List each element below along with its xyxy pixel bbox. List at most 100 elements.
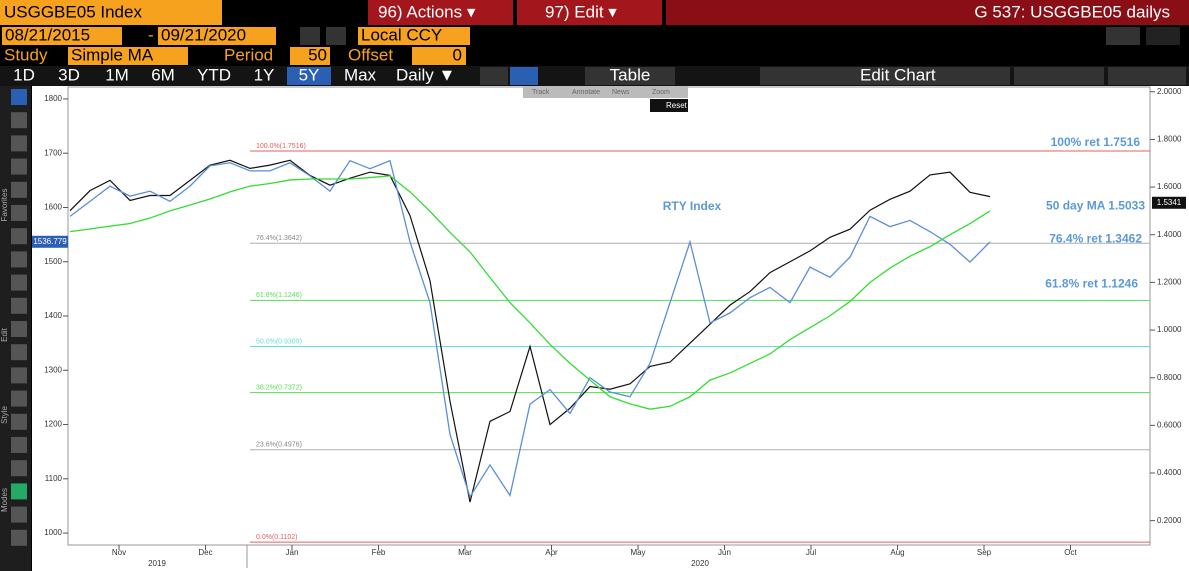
- range-label: 1D: [13, 65, 35, 84]
- reset-button[interactable]: [650, 99, 688, 112]
- tool-icon[interactable]: [11, 205, 27, 221]
- y-tick-label: 1300: [44, 365, 62, 374]
- x-tick-label: May: [630, 548, 645, 557]
- end-date-box[interactable]: [158, 27, 276, 45]
- tool-icon[interactable]: [11, 135, 27, 152]
- y-tick-label: 1100: [45, 474, 63, 483]
- range-button[interactable]: [47, 67, 91, 85]
- y2-tick-label: 2.0000: [1157, 87, 1182, 96]
- y-tick-label: 1600: [44, 203, 62, 212]
- tool-icon[interactable]: [11, 483, 27, 500]
- offset-box[interactable]: [412, 47, 466, 65]
- fib-label: 23.6%(0.4976): [256, 442, 302, 449]
- y-tick-label: 1400: [44, 311, 62, 320]
- actions-button[interactable]: [368, 0, 513, 25]
- x-tick-label: Dec: [198, 548, 212, 557]
- overlay-tool[interactable]: Zoom: [652, 89, 670, 96]
- range-button[interactable]: [338, 67, 382, 85]
- tool-icon[interactable]: [11, 506, 27, 523]
- start-date-box[interactable]: [2, 27, 122, 45]
- range-button[interactable]: [192, 67, 236, 85]
- y-tick-label: 1200: [44, 420, 62, 429]
- y2-tick-label: 1.6000: [1157, 182, 1182, 191]
- range-button[interactable]: [141, 67, 185, 85]
- overlay-tool[interactable]: News: [612, 89, 630, 96]
- tool-icon[interactable]: [11, 251, 27, 268]
- study-name: Simple MA: [71, 45, 154, 64]
- offset: 0: [453, 45, 462, 64]
- table-button[interactable]: [585, 67, 675, 85]
- overlay-tool[interactable]: Track: [532, 89, 550, 96]
- fib-label: 61.8%(1.1246): [256, 292, 302, 299]
- fib-label: 0.0%(0.1102): [256, 534, 298, 541]
- tool-icon[interactable]: [11, 321, 27, 337]
- table-label: Table: [610, 65, 651, 84]
- edit-chart-button[interactable]: [760, 67, 1010, 85]
- settings-button[interactable]: [1108, 67, 1186, 85]
- redo-button[interactable]: [1146, 27, 1180, 45]
- tool-icon[interactable]: [11, 181, 27, 198]
- y2-tick-label: 1.0000: [1157, 325, 1182, 334]
- y2-tick-label: 0.4000: [1157, 468, 1182, 477]
- year-label: 2020: [691, 559, 709, 568]
- tool-icon[interactable]: [11, 228, 27, 245]
- x-tick-label: Mar: [458, 548, 472, 557]
- overlay-tools: [523, 86, 688, 98]
- ticker: USGGBE05 Index: [4, 2, 142, 21]
- range-button[interactable]: [242, 67, 286, 85]
- title-bar: [666, 0, 1189, 25]
- prev-button[interactable]: [300, 27, 320, 45]
- side-label: Style: [0, 406, 9, 424]
- fib-label: 50.0%(0.9309): [256, 338, 302, 345]
- tool-icon[interactable]: [11, 413, 27, 430]
- range-label: 3D: [58, 65, 80, 84]
- tool-icon[interactable]: [11, 367, 27, 384]
- annotation: 76.4% ret 1.3462: [1049, 232, 1142, 246]
- range-label: 1M: [105, 65, 129, 84]
- last-value-tag: [1152, 196, 1186, 209]
- plot-area: [67, 86, 1151, 546]
- currency-box[interactable]: [358, 27, 470, 45]
- tool-icon[interactable]: [11, 89, 27, 105]
- x-tick-label: Aug: [890, 548, 904, 557]
- last-price-label: 1536.779: [33, 237, 67, 246]
- edit-button[interactable]: [517, 0, 662, 25]
- y2-tick-label: 1.4000: [1157, 230, 1182, 239]
- annotation: 61.8% ret 1.1246: [1045, 277, 1138, 291]
- tool-icon[interactable]: [11, 529, 27, 546]
- tool-icon[interactable]: [11, 460, 27, 477]
- x-tick-label: Jun: [718, 548, 731, 557]
- tool-icon[interactable]: [11, 344, 27, 361]
- tool-icon[interactable]: [11, 274, 27, 291]
- x-tick-label: Apr: [545, 548, 558, 557]
- side-label: Favorites: [0, 189, 9, 222]
- ticker-box[interactable]: [0, 0, 222, 25]
- y-tick-label: 1500: [44, 257, 62, 266]
- range-button[interactable]: [2, 67, 46, 85]
- next-button[interactable]: [326, 27, 346, 45]
- range-button[interactable]: [95, 67, 139, 85]
- side-label: Modes: [0, 488, 9, 512]
- y2-tick-label: 1.2000: [1157, 277, 1182, 286]
- study-box[interactable]: [68, 47, 188, 65]
- tool-icon[interactable]: [11, 297, 27, 314]
- range-button[interactable]: [287, 67, 331, 85]
- line-style-button[interactable]: [480, 67, 508, 85]
- y2-tick-label: 0.2000: [1157, 516, 1182, 525]
- tool-icon[interactable]: [11, 437, 27, 453]
- period-label: Period: [224, 45, 273, 64]
- period-box[interactable]: [290, 47, 330, 65]
- overlay-tool[interactable]: Annotate: [572, 89, 600, 96]
- y2-tick-label: 0.6000: [1157, 420, 1182, 429]
- reset-label: Reset: [666, 101, 688, 110]
- tool-icon[interactable]: [11, 158, 27, 175]
- tool-icon[interactable]: [11, 112, 27, 129]
- tool-icon[interactable]: [11, 390, 27, 407]
- frequency[interactable]: Daily ▼: [396, 65, 455, 84]
- range-label: 6M: [151, 65, 175, 84]
- annotate-button[interactable]: [1014, 67, 1104, 85]
- bar-style-button[interactable]: [510, 67, 538, 85]
- edit-label: 97) Edit ▾: [545, 2, 617, 21]
- undo-button[interactable]: [1106, 27, 1140, 45]
